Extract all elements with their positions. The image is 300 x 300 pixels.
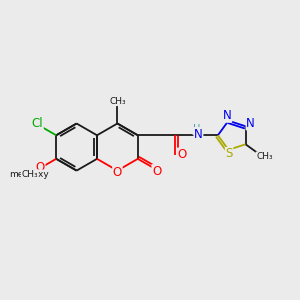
Text: O: O — [36, 161, 45, 174]
Text: CH₃: CH₃ — [109, 97, 126, 106]
Text: N: N — [223, 109, 232, 122]
Text: S: S — [225, 148, 233, 160]
Text: O: O — [152, 165, 161, 178]
Text: N: N — [246, 117, 255, 130]
Text: O: O — [113, 166, 122, 178]
Text: O: O — [178, 148, 187, 161]
Text: Cl: Cl — [32, 117, 43, 130]
Text: CH₃: CH₃ — [21, 170, 38, 179]
Text: methoxy: methoxy — [9, 170, 49, 179]
Text: N: N — [194, 128, 203, 141]
Text: H: H — [193, 124, 200, 134]
Text: CH₃: CH₃ — [256, 152, 273, 161]
